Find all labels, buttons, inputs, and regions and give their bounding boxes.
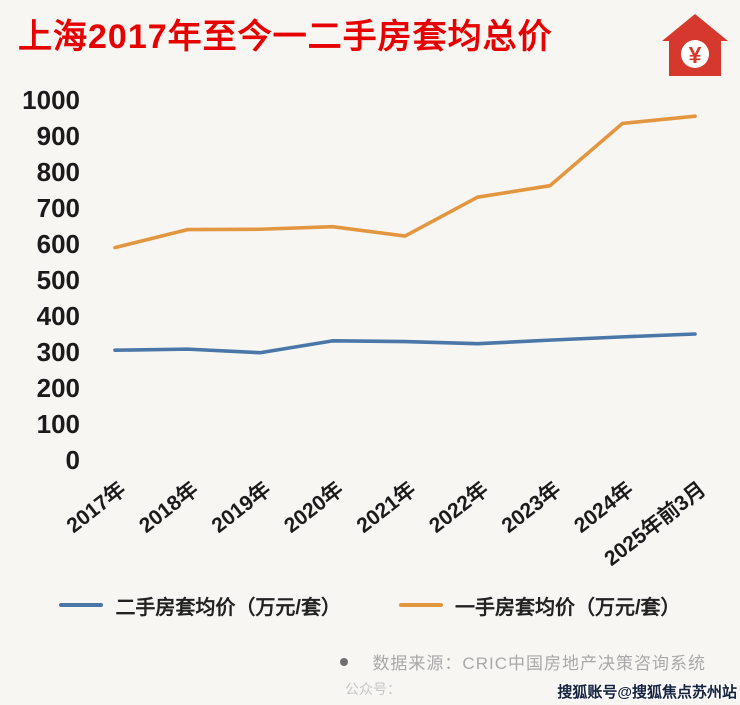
y-tick-label: 600: [37, 229, 80, 259]
page-title: 上海2017年至今一二手房套均总价: [18, 18, 553, 56]
x-tick-label: 2021年: [352, 477, 420, 538]
source-text: 数据来源：CRIC中国房地产决策咨询系统: [372, 654, 706, 673]
y-tick-label: 700: [37, 193, 80, 223]
x-tick-label: 2018年: [134, 477, 202, 538]
bottom-partial-text: 公众号：: [345, 681, 401, 697]
x-tick-label: 2022年: [424, 477, 492, 538]
header: 上海2017年至今一二手房套均总价 ¥: [0, 0, 740, 88]
data-source-note: 数据来源：CRIC中国房地产决策咨询系统: [0, 649, 740, 674]
series-line-secondhand: [113, 332, 697, 355]
bullet-icon: [340, 657, 349, 666]
chart-legend: 二手房套均价（万元/套） 一手房套均价（万元/套）: [0, 591, 740, 619]
legend-line-swatch-newhome: [399, 603, 443, 607]
x-tick-label: 2023年: [497, 477, 565, 538]
y-tick-label: 400: [37, 301, 80, 331]
series-line-newhome: [113, 114, 697, 250]
y-tick-label: 200: [37, 373, 80, 403]
y-tick-label: 500: [37, 265, 80, 295]
y-tick-label: 0: [66, 445, 80, 475]
x-tick-label: 2020年: [279, 477, 347, 538]
house-circle: [681, 40, 709, 68]
x-axis-labels: 2017年 2018年 2019年 2020年 2021年 2022年 2023年 2024年…: [62, 477, 710, 571]
y-tick-label: 100: [37, 409, 80, 439]
y-axis-labels: 0 100 200 300 400 500 600 700 800 900 1000: [22, 88, 80, 475]
legend-label-newhome: 一手房套均价（万元/套）: [455, 596, 681, 619]
x-tick-label: 2019年: [207, 477, 275, 538]
y-tick-label: 300: [37, 337, 80, 367]
house-price-icon: ¥: [662, 14, 728, 76]
x-tick-label: 2024年: [569, 477, 637, 538]
legend-line-swatch-secondhand: [59, 603, 104, 607]
y-tick-label: 1000: [22, 88, 80, 115]
legend-item-newhome: 一手房套均价（万元/套）: [399, 591, 681, 620]
y-tick-label: 800: [37, 157, 80, 187]
legend-item-secondhand: 二手房套均价（万元/套）: [59, 591, 341, 620]
legend-label-secondhand: 二手房套均价（万元/套）: [115, 596, 341, 619]
series-lines: [113, 114, 697, 355]
x-tick-label: 2017年: [62, 477, 130, 538]
yuan-symbol: ¥: [689, 42, 702, 68]
y-tick-label: 900: [37, 121, 80, 151]
sohu-watermark: 搜狐账号@搜狐焦点苏州站: [557, 684, 737, 701]
